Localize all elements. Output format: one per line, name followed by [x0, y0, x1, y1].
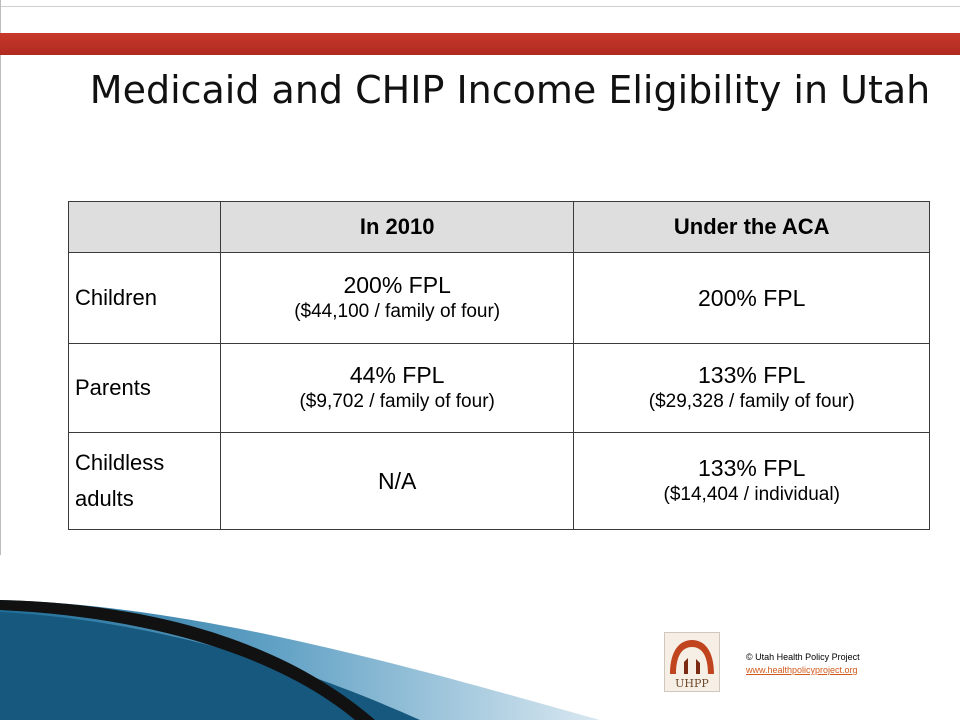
- table-row: Childless adults N/A 133% FPL ($14,404 /…: [68, 432, 930, 530]
- table-row: Children 200% FPL ($44,100 / family of f…: [68, 252, 930, 344]
- copyright-text: © Utah Health Policy Project: [746, 652, 860, 662]
- cell-childless-aca: 133% FPL ($14,404 / individual): [573, 432, 930, 530]
- cell-main-value: 44% FPL: [349, 362, 445, 388]
- table-header-row: In 2010 Under the ACA: [68, 201, 930, 253]
- cell-main-value: N/A: [378, 468, 417, 494]
- cell-parents-aca: 133% FPL ($29,328 / family of four): [573, 343, 930, 433]
- slide-left-rule: [0, 0, 1, 555]
- row-label-parents: Parents: [68, 343, 221, 433]
- title-accent-band: [0, 33, 960, 55]
- decorative-swoosh: [0, 600, 600, 720]
- cell-sub-value: ($9,702 / family of four): [299, 391, 495, 412]
- cell-children-aca: 200% FPL: [573, 252, 930, 344]
- row-label-childless-adults: Childless adults: [68, 432, 221, 530]
- table-row: Parents 44% FPL ($9,702 / family of four…: [68, 343, 930, 433]
- slide-top-rule: [0, 6, 960, 7]
- cell-main-value: 200% FPL: [698, 285, 806, 311]
- slide-title: Medicaid and CHIP Income Eligibility in …: [89, 68, 931, 112]
- header-empty-cell: [68, 201, 221, 253]
- header-in-2010: In 2010: [219, 201, 575, 253]
- project-website-link[interactable]: www.healthpolicyproject.org: [746, 665, 858, 675]
- credit-block: © Utah Health Policy Project www.healthp…: [746, 651, 860, 677]
- cell-main-value: 200% FPL: [343, 272, 451, 298]
- cell-sub-value: ($14,404 / individual): [663, 484, 840, 505]
- cell-sub-value: ($44,100 / family of four): [294, 301, 501, 322]
- eligibility-table: In 2010 Under the ACA Children 200% FPL …: [68, 201, 930, 530]
- cell-parents-2010: 44% FPL ($9,702 / family of four): [219, 343, 575, 433]
- logo-text: UHPP: [675, 677, 709, 690]
- cell-main-value: 133% FPL: [698, 362, 806, 388]
- cell-children-2010: 200% FPL ($44,100 / family of four): [219, 252, 575, 344]
- header-under-aca: Under the ACA: [573, 201, 930, 253]
- uhpp-logo: UHPP: [664, 632, 720, 692]
- cell-main-value: 133% FPL: [698, 455, 806, 481]
- cell-sub-value: ($29,328 / family of four): [648, 391, 855, 412]
- row-label-children: Children: [68, 252, 221, 344]
- cell-childless-2010: N/A: [219, 432, 575, 530]
